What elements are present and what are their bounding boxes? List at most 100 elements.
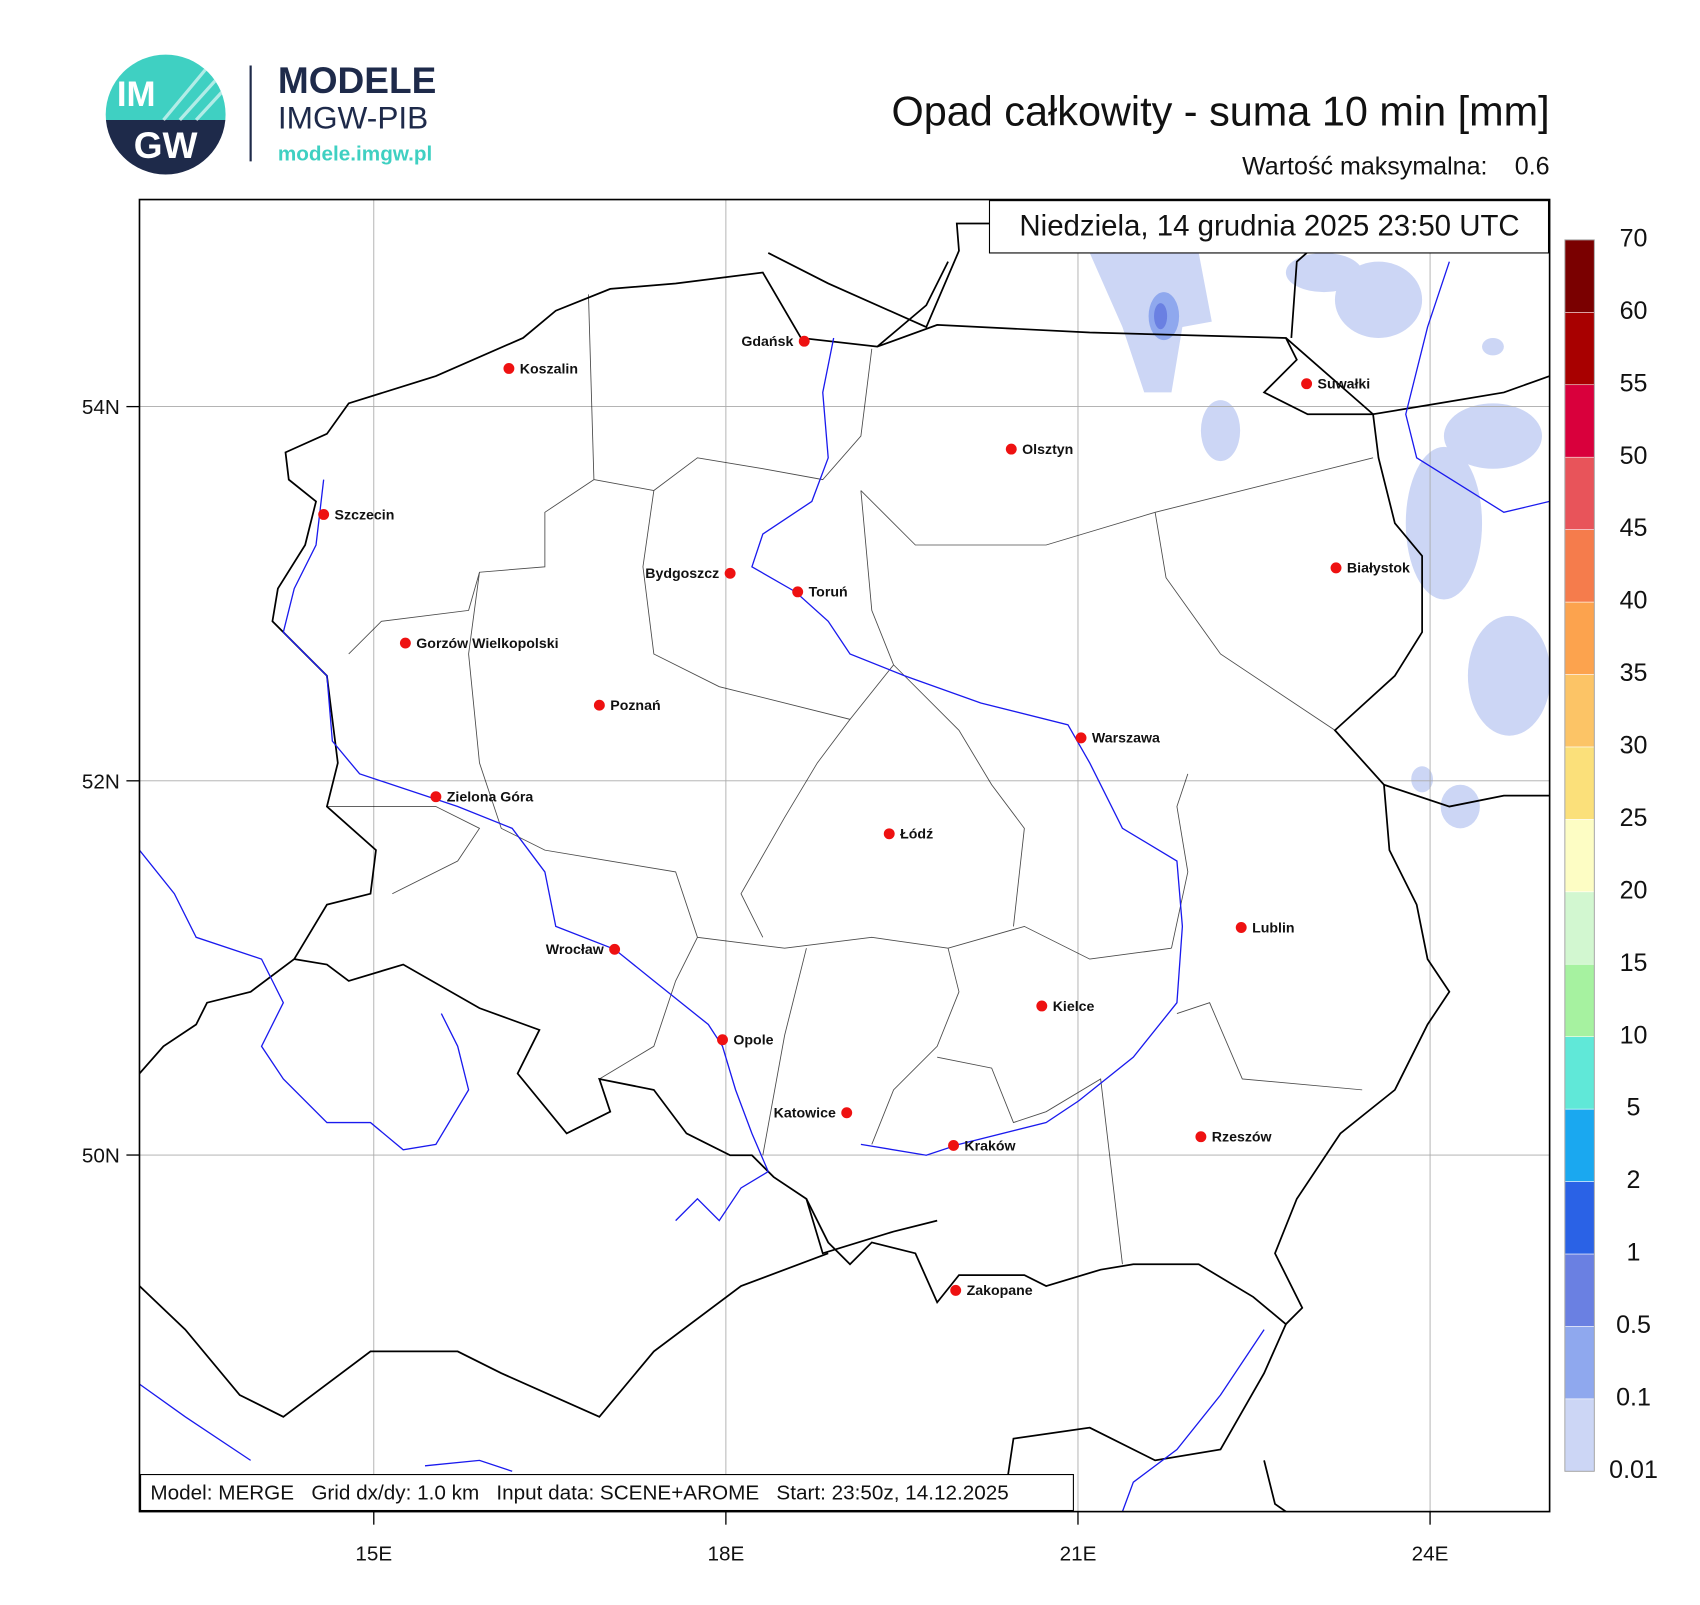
borders [139, 222, 1550, 1512]
colorbar-label: 0.01 [1609, 1456, 1658, 1484]
brand: MODELE [278, 59, 436, 101]
logo: IM GW MODELE IMGW-PIB modele.imgw.pl [105, 54, 436, 175]
colorbar-label: 45 [1620, 514, 1648, 542]
x-tick-label: 21E [1060, 1543, 1097, 1566]
y-tick-label: 50N [82, 1145, 120, 1168]
city-label: Zakopane [967, 1283, 1033, 1299]
colorbar-segment [1564, 456, 1595, 530]
colorbar-segment [1564, 819, 1595, 893]
x-tick-label: 15E [355, 1543, 392, 1566]
colorbar-label: 20 [1620, 876, 1648, 904]
y-tick-label: 54N [82, 396, 120, 419]
brand-sub: IMGW-PIB [278, 100, 428, 136]
x-tick-label: 24E [1412, 1543, 1449, 1566]
colorbar-label: 5 [1627, 1094, 1641, 1122]
city-label: Koszalin [520, 361, 578, 377]
city-dot [948, 1140, 959, 1151]
colorbar-segment [1564, 312, 1595, 386]
colorbar-segment [1564, 674, 1595, 748]
colorbar-segment [1564, 601, 1595, 675]
max-label: Wartość maksymalna: [1242, 152, 1487, 180]
colorbar-segment [1564, 1398, 1595, 1472]
colorbar-label: 50 [1620, 442, 1648, 470]
city-dot [792, 586, 804, 598]
city-label: Olsztyn [1022, 442, 1073, 458]
y-tick-label: 52N [82, 770, 120, 793]
colorbar-label: 40 [1620, 587, 1648, 615]
city-label: Kraków [964, 1138, 1016, 1154]
precipitation [1089, 252, 1550, 829]
city-label: Kielce [1053, 999, 1095, 1015]
rivers [139, 261, 1550, 1512]
city-label: Lublin [1252, 920, 1294, 936]
colorbar-segment [1564, 746, 1595, 820]
city-label: Białystok [1347, 561, 1410, 577]
title: Opad całkowity - suma 10 min [mm] [892, 88, 1550, 134]
colorbar-label: 60 [1620, 297, 1648, 325]
colorbar-label: 10 [1620, 1021, 1648, 1049]
city-dot [1036, 1000, 1048, 1012]
city-dot [609, 943, 621, 955]
date: Niedziela, 14 grudnia 2025 23:50 UTC [1019, 210, 1519, 243]
url: modele.imgw.pl [278, 142, 432, 165]
map: Gdańsk Koszalin Szczecin Suwałki Olsztyn Biał… [139, 199, 1550, 1512]
city-label: Poznań [610, 698, 660, 714]
colorbar-label: 35 [1620, 659, 1648, 687]
colorbar-segment [1564, 239, 1595, 313]
city-label: Gdańsk [741, 334, 793, 350]
regions [326, 294, 1374, 1265]
city-label: Szczecin [335, 507, 395, 523]
city-dot [1075, 732, 1087, 744]
colorbar-segment [1564, 1181, 1595, 1255]
colorbar-segment [1564, 891, 1595, 965]
city-label: Toruń [809, 585, 848, 601]
max-value: 0.6 [1515, 152, 1550, 180]
colorbar-label: 55 [1620, 369, 1648, 397]
city-dot [430, 791, 442, 803]
x-tick-label: 18E [707, 1543, 744, 1566]
colorbar-label: 70 [1620, 224, 1648, 252]
colorbar-segment [1564, 963, 1595, 1037]
city-dot [1005, 443, 1017, 455]
colorbar-segment [1564, 1253, 1595, 1327]
logo-bottom: GW [134, 124, 198, 166]
city-label: Łódź [900, 827, 933, 843]
colorbar-label: 15 [1620, 949, 1648, 977]
colorbar-label: 0.1 [1616, 1383, 1651, 1411]
city-dot [717, 1034, 728, 1046]
colorbar-label: 25 [1620, 804, 1648, 832]
city-dot [724, 567, 736, 579]
city-dot [1301, 378, 1313, 390]
city-label: Bydgoszcz [645, 566, 719, 582]
city-label: Warszawa [1092, 731, 1160, 747]
city-dot [950, 1284, 962, 1296]
city-dot [503, 363, 515, 374]
city-label: Opole [733, 1033, 773, 1049]
city-dot [593, 699, 605, 711]
info: Model: MERGE Grid dx/dy: 1.0 km Input da… [150, 1482, 1008, 1505]
info-box [140, 1474, 1074, 1512]
map-frame [138, 198, 1551, 1513]
colorbar-label: 1 [1627, 1239, 1641, 1267]
city-label: Rzeszów [1212, 1130, 1273, 1146]
colorbar-label: 30 [1620, 732, 1648, 760]
colorbar-segment [1564, 1326, 1595, 1400]
city-dot [1235, 922, 1247, 933]
colorbar-segment [1564, 1108, 1595, 1182]
city-dot [1330, 562, 1342, 574]
city-dot [841, 1107, 853, 1119]
city-dot [1195, 1131, 1207, 1143]
city-label: Katowice [774, 1106, 836, 1122]
colorbar-frame [1564, 239, 1595, 1472]
date-box [988, 200, 1550, 254]
colorbar-segment [1564, 384, 1595, 458]
colorbar-segment [1564, 1036, 1595, 1110]
logo-top: IM [117, 75, 156, 114]
colorbar-segment [1564, 529, 1595, 603]
city-dot [883, 828, 895, 840]
city-dot [798, 335, 810, 347]
city-label: Gorzów Wielkopolski [416, 636, 558, 652]
city-label: Wrocław [546, 942, 605, 958]
